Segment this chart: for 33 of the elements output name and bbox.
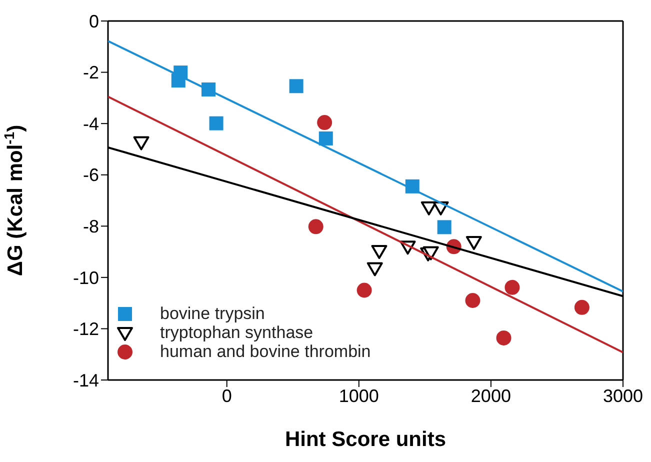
point <box>366 262 383 276</box>
point <box>318 131 333 146</box>
point <box>465 293 480 308</box>
point <box>504 280 520 295</box>
y-tick-label: -4 <box>82 114 99 134</box>
y-tick-label: -12 <box>72 319 99 340</box>
y-tick-label: 0 <box>88 11 99 32</box>
y-tick-label: -10 <box>72 268 99 288</box>
point <box>574 300 590 315</box>
y-tick-label: -6 <box>82 165 99 186</box>
point <box>289 79 304 94</box>
point <box>317 115 332 130</box>
point <box>371 245 388 260</box>
legend-label: tryptophan synthase <box>160 323 314 342</box>
x-axis-title: Hint Score units <box>284 428 446 451</box>
point <box>496 330 512 346</box>
x-tick-label: 2000 <box>470 386 511 406</box>
legend-label: human and bovine thrombin <box>160 342 371 361</box>
y-tick-label: -2 <box>82 62 99 83</box>
y-tick-label: -8 <box>82 216 99 237</box>
point <box>209 116 224 130</box>
x-tick-label: 3000 <box>602 386 644 406</box>
x-tick-label: 0 <box>222 386 232 406</box>
point <box>422 246 439 260</box>
point <box>437 220 452 234</box>
point <box>420 201 437 216</box>
point <box>308 219 324 234</box>
point <box>133 136 150 150</box>
x-tick-label: 1000 <box>338 386 379 406</box>
legend-label: bovine trypsin <box>160 304 265 323</box>
point <box>356 282 372 298</box>
y-tick-label: -14 <box>72 370 99 390</box>
point <box>466 236 482 250</box>
